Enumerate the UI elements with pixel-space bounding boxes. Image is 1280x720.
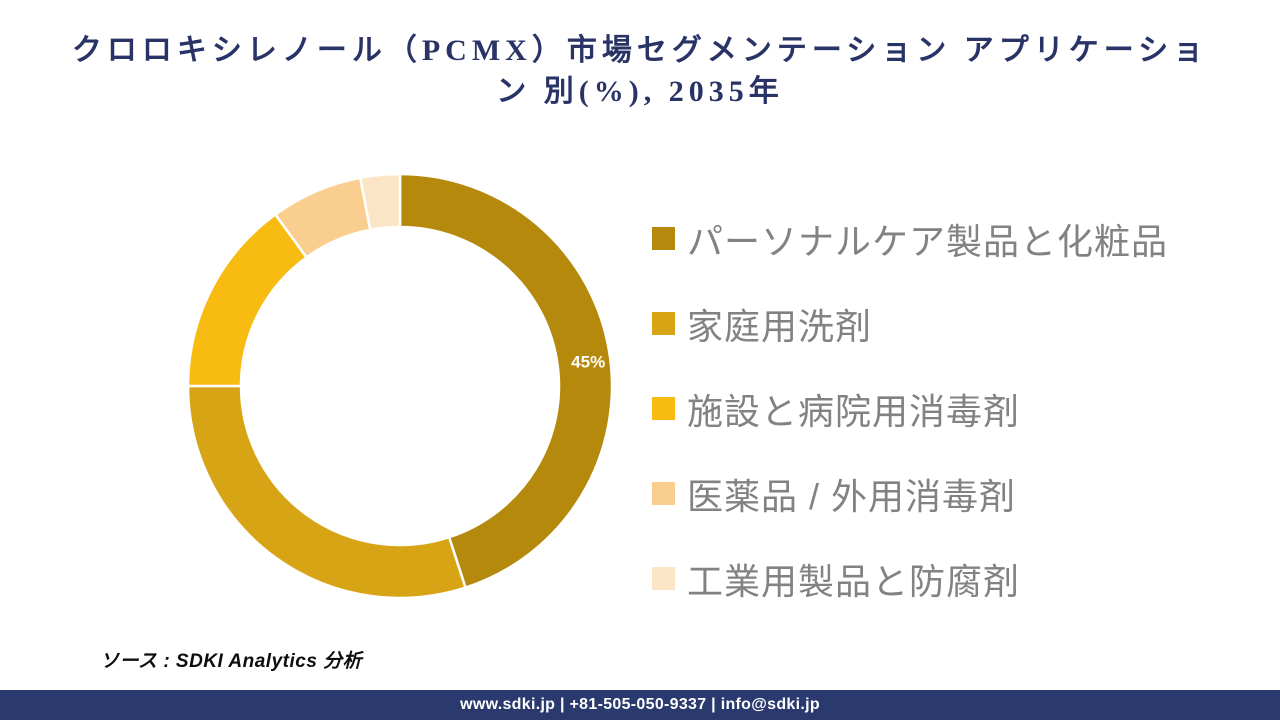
donut-segment-5 (359, 172, 402, 232)
slice-percentage-label: 45% (571, 352, 605, 371)
legend-item-2: 家庭用洗剤 (652, 281, 1168, 366)
legend-swatch-icon (652, 482, 675, 505)
legend-label: 工業用製品と防腐剤 (687, 560, 1021, 602)
legend-label: パーソナルケア製品と化粧品 (687, 220, 1169, 262)
donut-chart: 45% (186, 172, 614, 600)
legend-swatch-icon (652, 567, 675, 590)
donut-segment-1 (398, 172, 614, 589)
donut-segment-3 (186, 213, 308, 388)
chart-title-line-2: ン 別(%), 2035年 (496, 75, 784, 108)
footer-bar: www.sdki.jp | +81-505-050-9337 | info@sd… (0, 690, 1280, 720)
legend: パーソナルケア製品と化粧品 家庭用洗剤施設と病院用消毒剤 医薬品 / 外用消毒剤 工業… (652, 196, 1168, 621)
legend-swatch-icon (652, 312, 675, 335)
chart-title-line-1: クロロキシレノール（PCMX）市場セグメンテーション アプリケーショ (71, 34, 1209, 67)
source-note: ソース : SDKI Analytics 分析 (100, 651, 363, 672)
legend-item-4: 医薬品 / 外用消毒剤 (652, 451, 1168, 536)
legend-item-5: 工業用製品と防腐剤 (652, 536, 1168, 621)
legend-label: 医薬品 / 外用消毒剤 (687, 475, 1017, 517)
chart-title: クロロキシレノール（PCMX）市場セグメンテーション アプリケーショ ン 別(%… (0, 30, 1280, 112)
legend-label: 施設と病院用消毒剤 (687, 390, 1021, 432)
legend-swatch-icon (652, 227, 675, 250)
donut-segment-2 (186, 384, 467, 600)
legend-item-3: 施設と病院用消毒剤 (652, 366, 1168, 451)
legend-swatch-icon (652, 397, 675, 420)
legend-item-1: パーソナルケア製品と化粧品 (652, 196, 1168, 281)
legend-label: 家庭用洗剤 (687, 305, 873, 347)
footer-contact-text: www.sdki.jp | +81-505-050-9337 | info@sd… (460, 696, 820, 713)
